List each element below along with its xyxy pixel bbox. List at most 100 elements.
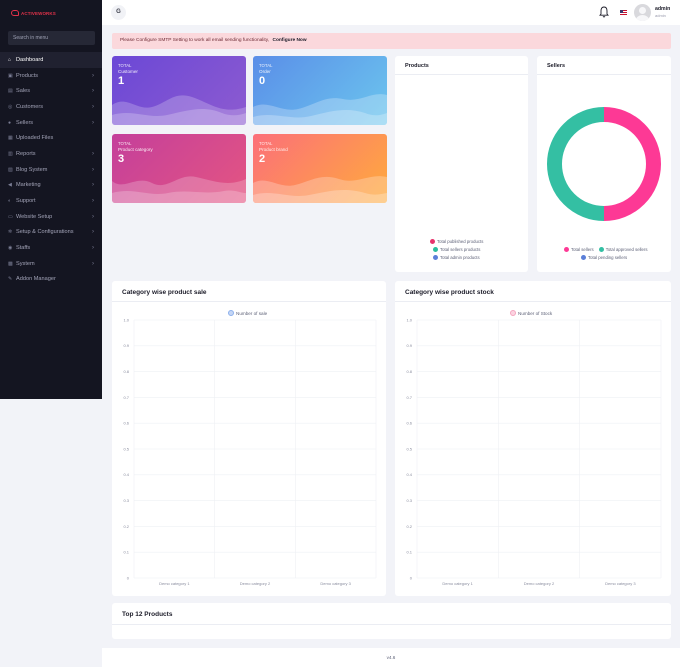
legend-dot	[510, 310, 516, 316]
stat-value: 3	[118, 153, 125, 165]
user-icon: ●	[8, 119, 12, 126]
sidebar-item-marketing[interactable]: ◀ Marketing ›	[0, 178, 102, 194]
legend-item[interactable]: Total sellers products	[433, 247, 480, 252]
divider	[112, 301, 386, 302]
legend-dot	[430, 239, 435, 244]
menu-search-input[interactable]: Search in menu	[8, 31, 95, 45]
cart-icon: ▤	[8, 88, 13, 95]
configure-now-link[interactable]: Configure Now	[272, 38, 307, 43]
legend-item[interactable]: Total pending sellers	[581, 255, 627, 260]
stat-label: TOTAL	[118, 141, 132, 146]
donut-slice[interactable]	[603, 107, 661, 221]
notification-bell-icon[interactable]	[599, 6, 609, 18]
legend-dot	[564, 247, 569, 252]
sidebar-item-label: Sellers	[16, 119, 34, 126]
divider	[395, 74, 528, 75]
sidebar-item-website-setup[interactable]: ▭ Website Setup ›	[0, 209, 102, 225]
legend-item[interactable]: Total published products	[430, 239, 483, 244]
y-tick-label: 0.7	[123, 395, 129, 400]
sidebar-item-products[interactable]: ▣ Products ›	[0, 68, 102, 84]
y-tick-label: 0.1	[123, 550, 129, 555]
server-icon: ▩	[8, 260, 13, 267]
sidebar-item-sales[interactable]: ▤ Sales ›	[0, 83, 102, 99]
gear-icon: ✲	[8, 229, 13, 236]
sidebar-item-setup-configurations[interactable]: ✲ Setup & Configurations ›	[0, 225, 102, 241]
legend-label: Number of sale	[236, 310, 268, 316]
wave-decoration	[112, 95, 246, 125]
chart-legend[interactable]: Number of sale	[228, 310, 267, 316]
avatar[interactable]	[634, 4, 651, 21]
legend-dot	[433, 255, 438, 260]
x-tick-label: Demo category 1	[442, 581, 473, 586]
wrench-icon: ✎	[8, 276, 13, 283]
y-tick-label: 0.4	[406, 472, 412, 477]
legend-label: Total sellers	[571, 247, 594, 252]
y-tick-label: 0.5	[123, 446, 129, 451]
sidebar-item-system[interactable]: ▩ System ›	[0, 256, 102, 272]
x-tick-label: Demo category 2	[524, 581, 555, 586]
sidebar-item-label: Staffs	[16, 245, 31, 252]
sidebar-item-staffs[interactable]: ◉ Staffs ›	[0, 240, 102, 256]
brand-logo[interactable]: ACTIVEWORKS	[11, 9, 56, 17]
sidebar-item-label: System	[16, 260, 35, 267]
panel-title: Category wise product sale	[122, 289, 207, 296]
chart-icon: ▥	[8, 150, 13, 157]
stat-card-product-category: TOTAL Product category 3	[112, 134, 246, 203]
legend-dot	[581, 255, 586, 260]
stat-label: TOTAL	[259, 141, 273, 146]
chart-legend[interactable]: Number of Stock	[510, 310, 552, 316]
legend-item[interactable]: Total sellers Total approved sellers	[564, 247, 648, 252]
stat-card-product-brand: TOTAL Product brand 2	[253, 134, 387, 203]
user-name[interactable]: admin	[655, 6, 671, 12]
sidebar-item-addon-manager[interactable]: ✎ Addon Manager	[0, 272, 102, 288]
stat-card-customer: TOTAL Customer 1	[112, 56, 246, 125]
sidebar-item-label: Dashboard	[16, 56, 44, 63]
logo-icon	[11, 10, 19, 16]
y-tick-label: 0.6	[123, 421, 129, 426]
sidebar-toggle-button[interactable]: G	[111, 5, 126, 20]
desktop-icon: ▭	[8, 213, 13, 220]
sidebar-item-support[interactable]: ◐ Support ›	[0, 193, 102, 209]
panel-title: Top 12 Products	[122, 611, 173, 618]
user-role: admin	[655, 13, 666, 18]
sidebar-item-label: Uploaded Files	[16, 135, 54, 142]
wave-decoration	[112, 176, 246, 203]
legend-label: Total pending sellers	[588, 255, 628, 260]
sidebar-item-blog-system[interactable]: ▧ Blog System ›	[0, 162, 102, 178]
legend-dot	[598, 247, 604, 252]
sidebar-item-dashboard[interactable]: ⌂ Dashboard	[0, 52, 102, 68]
chevron-right-icon: ›	[92, 213, 94, 220]
stat-label: TOTAL	[118, 63, 132, 68]
sidebar-item-customers[interactable]: ◎ Customers ›	[0, 99, 102, 115]
products-panel: Products Total published products Total …	[395, 56, 528, 272]
legend-dot	[228, 310, 234, 316]
sidebar-item-uploaded-files[interactable]: ▦ Uploaded Files	[0, 130, 102, 146]
y-tick-label: 0.8	[406, 369, 412, 374]
stat-label: TOTAL	[259, 63, 273, 68]
donut-slice[interactable]	[547, 107, 605, 221]
legend-item[interactable]: Total admin products	[433, 255, 480, 260]
sidebar: ACTIVEWORKS Search in menu ⌂ Dashboard ▣ Pr…	[0, 0, 102, 399]
sidebar-item-sellers[interactable]: ● Sellers ›	[0, 115, 102, 131]
stat-value: 0	[259, 75, 266, 87]
support-icon: ◐	[8, 198, 12, 205]
x-tick-label: Demo category 1	[159, 581, 190, 586]
stat-value: 1	[118, 75, 125, 87]
chevron-right-icon: ›	[92, 260, 94, 267]
chevron-right-icon: ›	[92, 182, 94, 189]
sidebar-item-label: Website Setup	[16, 213, 53, 220]
legend-label: Total published products	[437, 239, 484, 244]
sidebar-menu: ⌂ Dashboard ▣ Products › ▤ Sales › ◎ Customers › ● S…	[0, 52, 102, 287]
y-tick-label: 0.3	[406, 498, 412, 503]
x-tick-label: Demo category 3	[320, 581, 351, 586]
legend-label: Total approved sellers	[605, 247, 648, 252]
stat-sublabel: Order	[259, 69, 271, 74]
sidebar-item-reports[interactable]: ▥ Reports ›	[0, 146, 102, 162]
sidebar-item-label: Sales	[16, 88, 30, 95]
chevron-right-icon: ›	[92, 166, 94, 173]
smtp-alert: Please Configure SMTP Setting to work al…	[112, 33, 671, 49]
y-tick-label: 1.0	[406, 317, 412, 322]
panel-title: Category wise product stock	[405, 289, 494, 296]
topbar: G admin admin	[102, 0, 680, 25]
language-flag-icon[interactable]	[620, 10, 627, 15]
